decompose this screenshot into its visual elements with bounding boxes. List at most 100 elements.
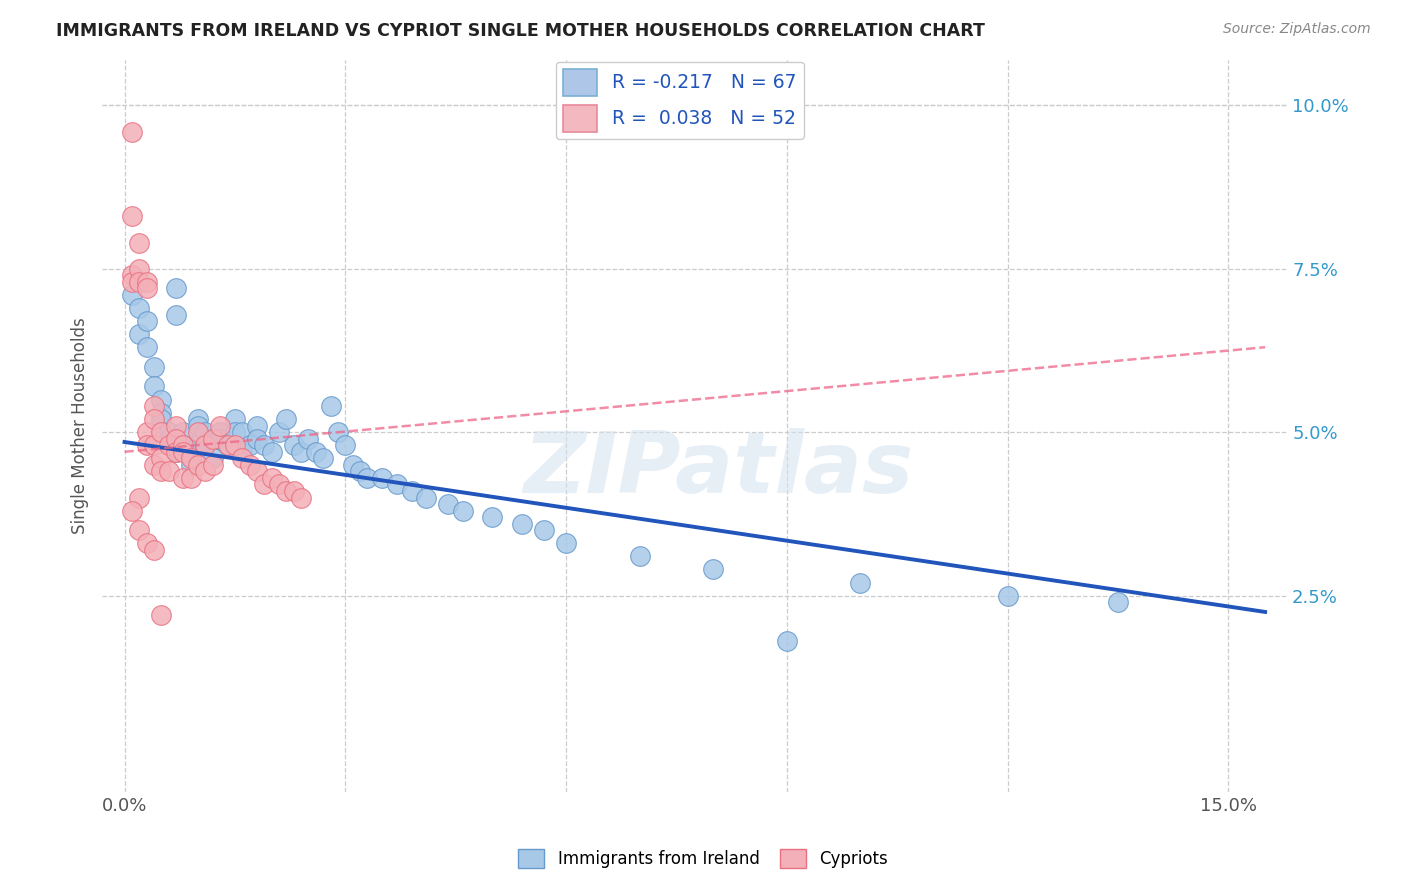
Point	[128, 235, 150, 250]
Point	[157, 432, 180, 446]
Point	[121, 503, 143, 517]
Point	[142, 412, 165, 426]
Point	[533, 523, 555, 537]
Point	[187, 458, 209, 472]
Point	[246, 464, 269, 478]
Point	[135, 438, 157, 452]
Point	[121, 124, 143, 138]
Point	[217, 438, 239, 452]
Point	[142, 438, 165, 452]
Text: Source: ZipAtlas.com: Source: ZipAtlas.com	[1223, 22, 1371, 37]
Point	[209, 432, 232, 446]
Point	[142, 359, 165, 374]
Legend: R = -0.217   N = 67, R =  0.038   N = 52: R = -0.217 N = 67, R = 0.038 N = 52	[555, 62, 804, 139]
Point	[555, 536, 578, 550]
Point	[187, 412, 209, 426]
Point	[180, 444, 202, 458]
Point	[135, 281, 157, 295]
Point	[201, 432, 224, 446]
Point	[997, 589, 1019, 603]
Point	[150, 412, 173, 426]
Point	[172, 438, 194, 452]
Point	[217, 438, 239, 452]
Point	[187, 438, 209, 452]
Point	[283, 438, 305, 452]
Point	[121, 268, 143, 283]
Point	[157, 425, 180, 440]
Point	[172, 438, 194, 452]
Point	[157, 438, 180, 452]
Point	[267, 477, 290, 491]
Point	[187, 418, 209, 433]
Point	[201, 458, 224, 472]
Point	[142, 379, 165, 393]
Point	[194, 464, 217, 478]
Point	[172, 444, 194, 458]
Point	[121, 210, 143, 224]
Point	[510, 516, 533, 531]
Point	[157, 464, 180, 478]
Point	[172, 471, 194, 485]
Point	[128, 327, 150, 342]
Point	[283, 483, 305, 498]
Point	[628, 549, 651, 564]
Point	[128, 301, 150, 315]
Legend: Immigrants from Ireland, Cypriots: Immigrants from Ireland, Cypriots	[510, 843, 896, 875]
Point	[481, 510, 503, 524]
Point	[415, 491, 437, 505]
Point	[276, 412, 298, 426]
Point	[451, 503, 474, 517]
Point	[371, 471, 394, 485]
Point	[128, 523, 150, 537]
Point	[224, 412, 246, 426]
Point	[297, 432, 319, 446]
Point	[849, 575, 872, 590]
Point	[437, 497, 460, 511]
Point	[776, 634, 799, 648]
Point	[128, 275, 150, 289]
Point	[319, 399, 342, 413]
Point	[290, 491, 312, 505]
Point	[135, 314, 157, 328]
Point	[356, 471, 378, 485]
Point	[135, 536, 157, 550]
Point	[142, 458, 165, 472]
Point	[194, 438, 217, 452]
Point	[260, 444, 283, 458]
Point	[246, 432, 269, 446]
Point	[401, 483, 423, 498]
Point	[135, 275, 157, 289]
Point	[305, 444, 328, 458]
Point	[180, 458, 202, 472]
Point	[1107, 595, 1129, 609]
Point	[267, 425, 290, 440]
Point	[231, 444, 253, 458]
Point	[165, 308, 187, 322]
Point	[276, 483, 298, 498]
Point	[165, 281, 187, 295]
Point	[150, 406, 173, 420]
Point	[312, 451, 335, 466]
Point	[135, 425, 157, 440]
Point	[180, 471, 202, 485]
Point	[231, 451, 253, 466]
Point	[326, 425, 349, 440]
Point	[349, 464, 371, 478]
Point	[150, 464, 173, 478]
Point	[260, 471, 283, 485]
Point	[135, 340, 157, 354]
Point	[187, 425, 209, 440]
Point	[239, 458, 262, 472]
Point	[194, 425, 217, 440]
Point	[246, 418, 269, 433]
Text: IMMIGRANTS FROM IRELAND VS CYPRIOT SINGLE MOTHER HOUSEHOLDS CORRELATION CHART: IMMIGRANTS FROM IRELAND VS CYPRIOT SINGL…	[56, 22, 986, 40]
Point	[121, 288, 143, 302]
Point	[172, 425, 194, 440]
Point	[180, 451, 202, 466]
Point	[142, 542, 165, 557]
Point	[165, 444, 187, 458]
Point	[224, 438, 246, 452]
Point	[224, 425, 246, 440]
Point	[201, 451, 224, 466]
Point	[231, 425, 253, 440]
